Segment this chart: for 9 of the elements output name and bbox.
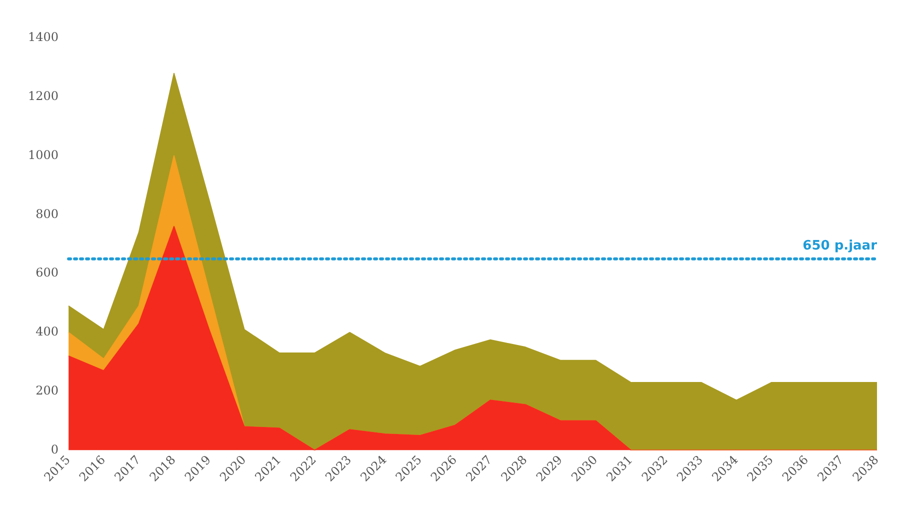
y-tick-label: 1000 [28,148,59,162]
y-tick-label: 600 [36,266,59,280]
y-tick-label: 1400 [28,30,59,44]
y-tick-label: 200 [36,383,59,398]
y-tick-label: 400 [36,324,59,339]
y-tick-label: 0 [50,442,59,456]
y-tick-label: 800 [36,206,59,221]
ref-line-label: 650 p.jaar [802,238,878,254]
y-tick-label: 1200 [28,89,59,104]
